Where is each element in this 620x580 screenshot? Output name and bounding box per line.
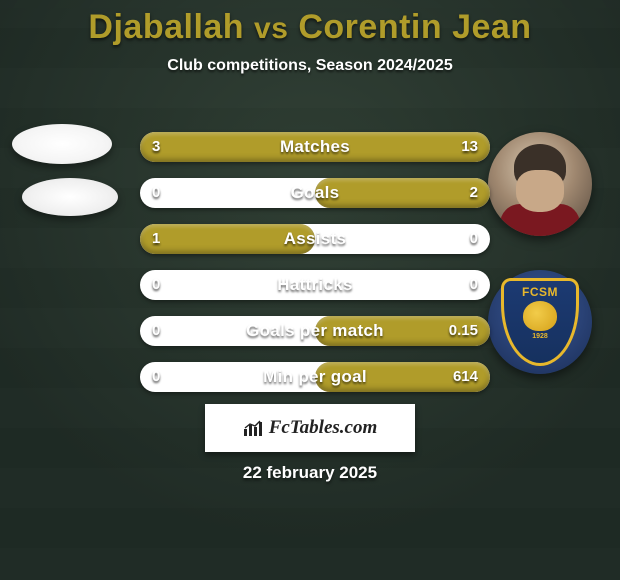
date-label: 22 february 2025 [0,463,620,483]
stat-label: Goals per match [140,316,490,346]
player2-photo [488,132,592,236]
stat-label: Goals [140,178,490,208]
brand-chart-icon [243,419,265,437]
shield-text: FCSM [522,285,558,299]
stat-row: 02Goals [140,178,490,208]
stat-row: 313Matches [140,132,490,162]
stat-label: Assists [140,224,490,254]
brand-box: FcTables.com [205,404,415,452]
shield-year: 1928 [532,333,548,340]
player1-photo-placeholder [12,124,112,164]
player1-club-placeholder [22,178,118,216]
lion-icon [523,301,557,331]
player2-name: Corentin Jean [298,8,531,46]
stat-row: 10Assists [140,224,490,254]
stat-row: 00.15Goals per match [140,316,490,346]
brand-label: FcTables.com [269,417,378,439]
stat-label: Hattricks [140,270,490,300]
avatar-body [500,204,580,236]
ellipse-icon [22,178,118,216]
ellipse-icon [12,124,112,164]
club-shield: FCSM 1928 [501,278,579,366]
stat-label: Matches [140,132,490,162]
subtitle: Club competitions, Season 2024/2025 [0,57,620,75]
stats-container: 313Matches 02Goals 10Assists 00Hattricks 00.… [140,132,490,408]
stat-label: Min per goal [140,362,490,392]
player2-club-badge: FCSM 1928 [488,270,592,374]
player1-name: Djaballah [88,8,244,46]
stat-row: 00Hattricks [140,270,490,300]
brand-text: FcTables.com [243,417,378,439]
vs-text: vs [254,12,288,45]
stat-row: 0614Min per goal [140,362,490,392]
page-title: Djaballah vs Corentin Jean [0,8,620,47]
